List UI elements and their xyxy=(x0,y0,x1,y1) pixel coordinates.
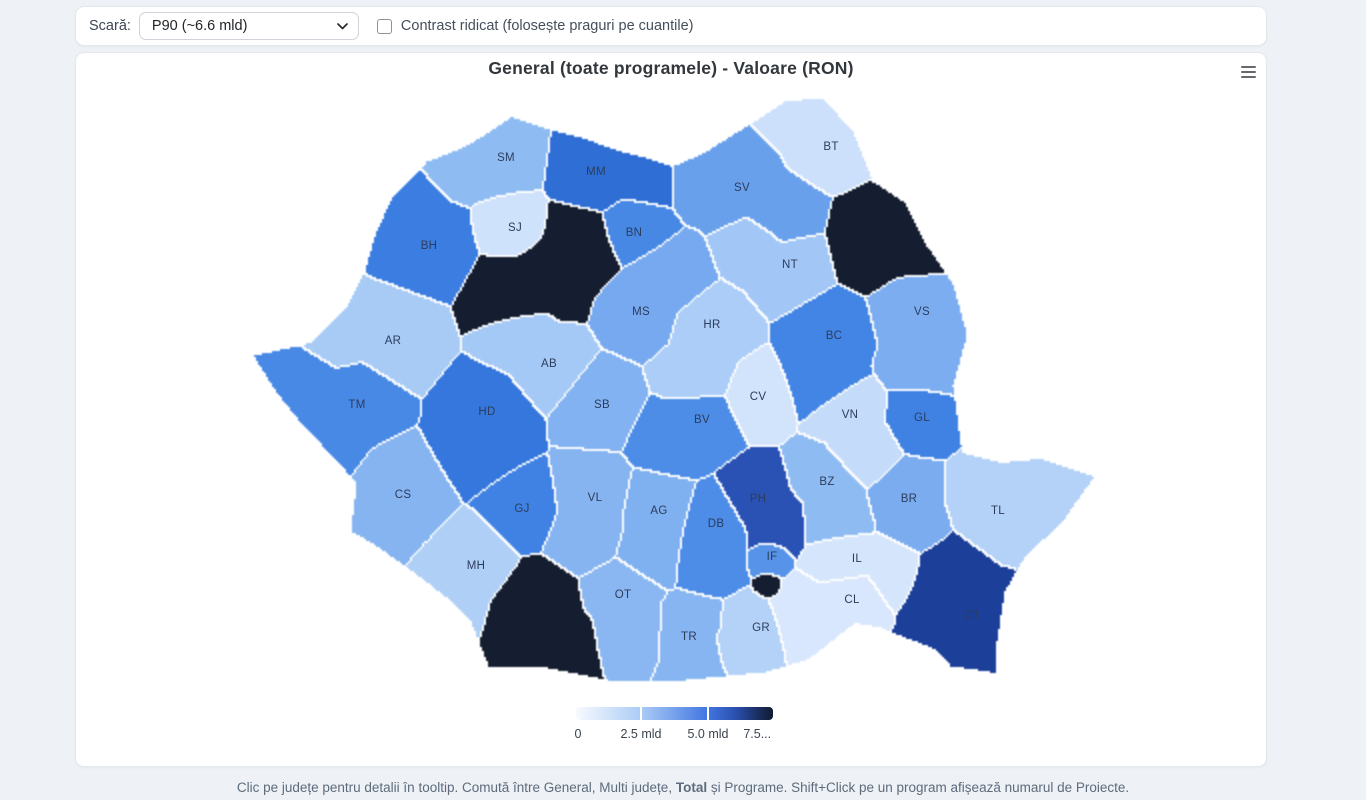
chart-card: General (toate programele) - Valoare (RO… xyxy=(75,52,1267,767)
scale-select-value: P90 (~6.6 mld) xyxy=(151,18,248,34)
scale-select[interactable]: P90 (~6.6 mld) xyxy=(138,12,359,40)
chart-menu-button[interactable] xyxy=(1236,61,1262,83)
legend-tick-label: 5.0 mld xyxy=(687,727,729,741)
footer-text-bold: Total xyxy=(675,780,708,795)
romania-map: SM MM BT SV BH SJ BN NT VS AR MS HR BC AB TM HD SB BV CV VN… xyxy=(246,89,1106,701)
footer-note: Clic pe județe pentru detalii în tooltip… xyxy=(0,780,1366,795)
hamburger-icon xyxy=(1241,65,1257,79)
scale-label: Scară: xyxy=(89,18,131,34)
contrast-checkbox[interactable] xyxy=(376,18,392,34)
toolbar-card: Scară: P90 (~6.6 mld) Contrast ridicat (… xyxy=(75,6,1267,46)
legend-tick-label: 0 xyxy=(574,727,582,741)
romania-map-canvas[interactable] xyxy=(246,89,1106,701)
legend-tick-label: 7.5... xyxy=(743,727,772,741)
chevron-down-icon xyxy=(337,22,348,29)
footer-text-2: și Programe. Shift+Click pe un program a… xyxy=(707,780,1130,795)
chart-title: General (toate programele) - Valoare (RO… xyxy=(488,58,854,78)
legend-tick-line xyxy=(706,707,709,720)
legend-tick-label: 2.5 mld xyxy=(620,727,662,741)
legend-tick-line xyxy=(640,707,642,720)
footer-text-1: Clic pe județe pentru detalii în tooltip… xyxy=(236,780,676,795)
contrast-label: Contrast ridicat (folosește praguri pe c… xyxy=(400,18,694,34)
legend-gradient-bar xyxy=(576,707,773,720)
